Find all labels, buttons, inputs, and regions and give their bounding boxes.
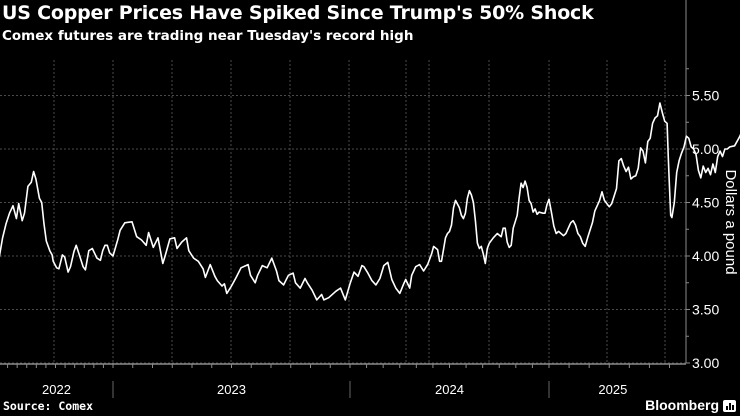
series-line-copper-price: [0, 102, 740, 301]
y-tick-label: 3.50: [692, 302, 719, 318]
y-tick-label: 3.00: [692, 355, 719, 371]
y-tick-label: 4.00: [692, 248, 719, 264]
x-tick-label: 2024: [435, 382, 464, 397]
x-tick-label: 2025: [598, 382, 627, 397]
y-tick-label: 5.50: [692, 88, 719, 104]
y-tick-label: 4.50: [692, 195, 719, 211]
y-axis: 3.00 3.50 4.00 4.50 5.00 5.50: [685, 0, 719, 371]
grid: [0, 60, 686, 364]
chart-subtitle: Comex futures are trading near Tuesday's…: [2, 28, 414, 44]
chart-title: US Copper Prices Have Spiked Since Trump…: [2, 2, 594, 24]
bloomberg-logo: Bloomberg: [645, 397, 719, 413]
bloomberg-terminal-icon: [723, 400, 736, 412]
source-note: Source: Comex: [3, 399, 94, 413]
x-tick-label: 2022: [42, 382, 71, 397]
y-axis-label: Dollars a pound: [722, 169, 739, 274]
y-tick-label: 5.00: [692, 141, 719, 157]
x-axis: 2022 2023 2024 2025: [0, 363, 686, 398]
x-tick-label: 2023: [217, 382, 246, 397]
